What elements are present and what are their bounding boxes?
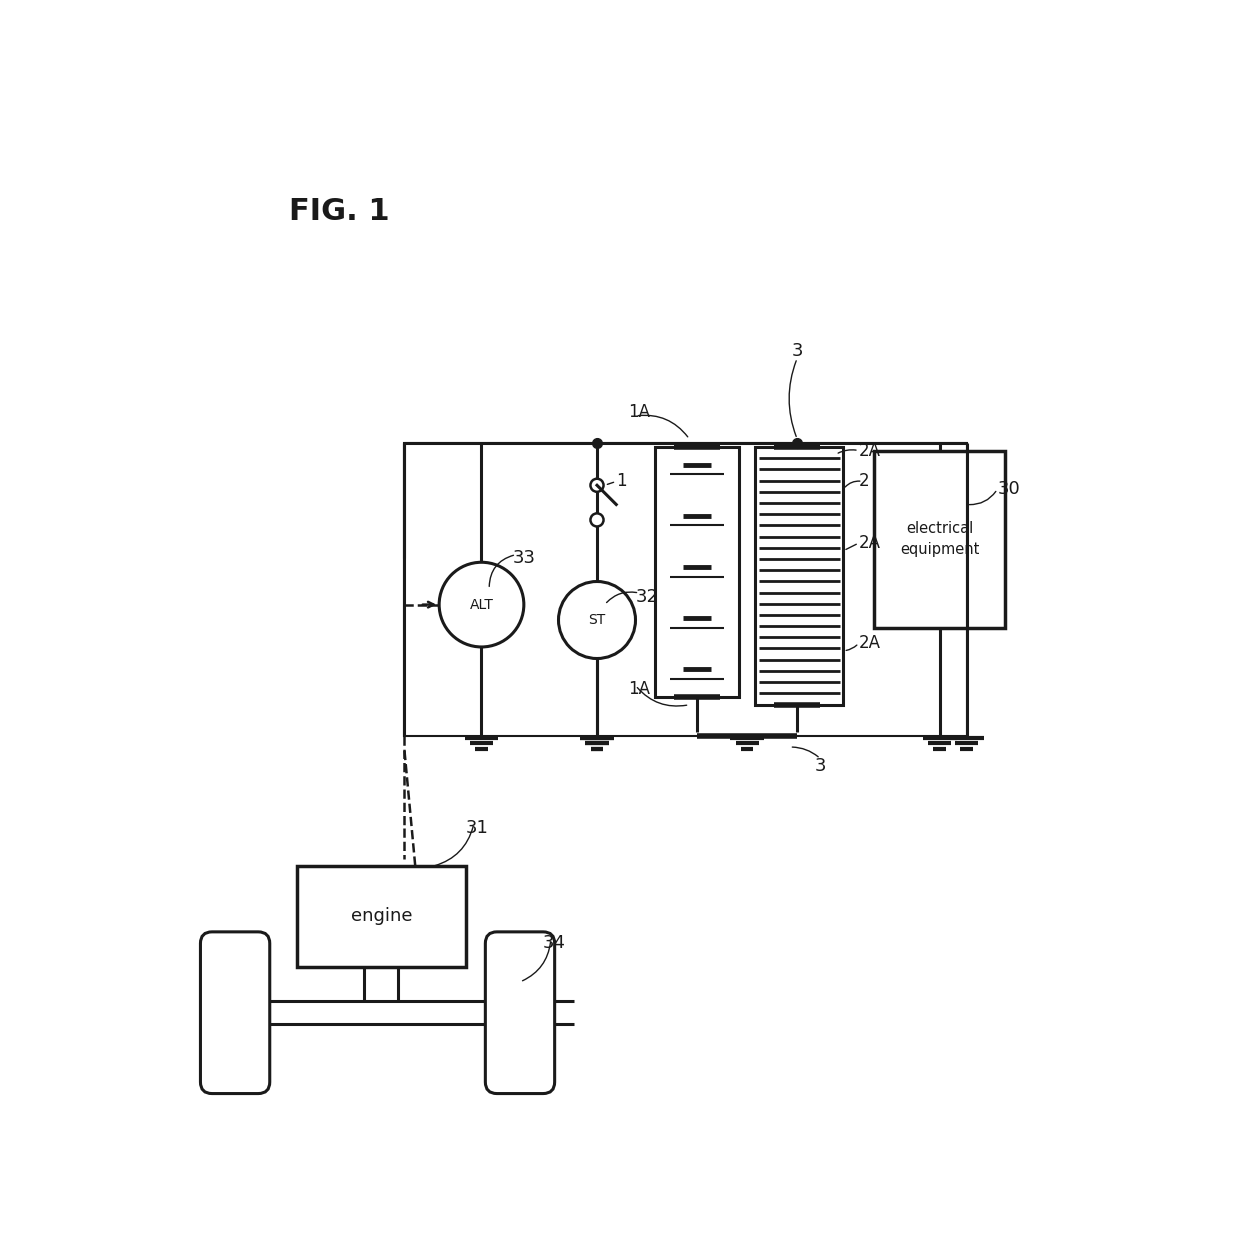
Bar [755, 447, 843, 705]
Text: 3: 3 [815, 758, 826, 776]
Text: FIG. 1: FIG. 1 [289, 196, 389, 225]
Bar [296, 866, 466, 967]
Text: 33: 33 [512, 549, 536, 568]
Text: 3: 3 [791, 341, 804, 360]
Circle shape [590, 514, 604, 526]
Text: electrical
equipment: electrical equipment [900, 521, 980, 558]
Text: 1A: 1A [627, 403, 650, 421]
Text: 31: 31 [466, 818, 489, 837]
Text: 2A: 2A [859, 442, 880, 460]
Text: 1A: 1A [627, 680, 650, 699]
Text: 2: 2 [859, 472, 869, 491]
Circle shape [439, 563, 523, 647]
Text: 30: 30 [997, 480, 1021, 499]
Text: engine: engine [351, 908, 412, 925]
Circle shape [590, 478, 604, 492]
FancyBboxPatch shape [485, 932, 554, 1094]
Text: 1: 1 [616, 472, 627, 491]
Bar [874, 451, 1006, 628]
Text: 2A: 2A [859, 635, 880, 652]
Text: ST: ST [588, 613, 605, 627]
Text: 34: 34 [543, 934, 567, 952]
FancyBboxPatch shape [201, 932, 270, 1094]
Text: 2A: 2A [859, 534, 880, 551]
Bar [404, 443, 967, 735]
Text: ALT: ALT [470, 598, 494, 612]
Text: 32: 32 [635, 588, 658, 606]
Bar [655, 447, 739, 697]
Circle shape [558, 582, 635, 658]
